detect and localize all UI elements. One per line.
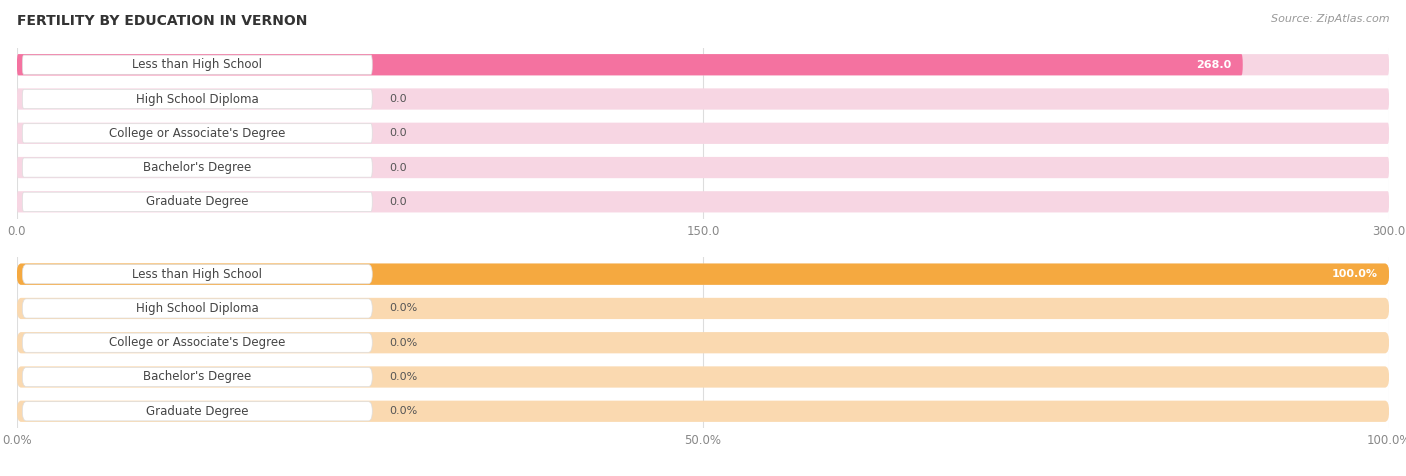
Text: 0.0%: 0.0% — [388, 406, 418, 416]
FancyBboxPatch shape — [22, 367, 373, 387]
FancyBboxPatch shape — [22, 333, 373, 352]
Text: 0.0: 0.0 — [388, 128, 406, 139]
Text: College or Associate's Degree: College or Associate's Degree — [110, 336, 285, 349]
Text: 0.0%: 0.0% — [388, 337, 418, 348]
FancyBboxPatch shape — [17, 123, 1389, 144]
Text: 0.0: 0.0 — [388, 197, 406, 207]
FancyBboxPatch shape — [22, 192, 373, 211]
FancyBboxPatch shape — [17, 298, 1389, 319]
Text: Less than High School: Less than High School — [132, 268, 263, 281]
Text: 100.0%: 100.0% — [1331, 269, 1378, 279]
FancyBboxPatch shape — [22, 55, 373, 74]
FancyBboxPatch shape — [17, 89, 1389, 109]
Text: Bachelor's Degree: Bachelor's Degree — [143, 161, 252, 174]
Text: Source: ZipAtlas.com: Source: ZipAtlas.com — [1271, 14, 1389, 24]
FancyBboxPatch shape — [17, 157, 1389, 178]
FancyBboxPatch shape — [17, 264, 1389, 285]
FancyBboxPatch shape — [22, 299, 373, 318]
FancyBboxPatch shape — [17, 191, 1389, 212]
Text: 0.0%: 0.0% — [388, 303, 418, 314]
Text: Graduate Degree: Graduate Degree — [146, 405, 249, 418]
FancyBboxPatch shape — [22, 89, 373, 109]
FancyBboxPatch shape — [17, 367, 1389, 387]
FancyBboxPatch shape — [22, 402, 373, 421]
Text: 0.0: 0.0 — [388, 162, 406, 173]
Text: Less than High School: Less than High School — [132, 58, 263, 71]
Text: 0.0: 0.0 — [388, 94, 406, 104]
Text: High School Diploma: High School Diploma — [136, 92, 259, 106]
FancyBboxPatch shape — [22, 124, 373, 143]
FancyBboxPatch shape — [17, 54, 1243, 75]
Text: College or Associate's Degree: College or Associate's Degree — [110, 127, 285, 140]
FancyBboxPatch shape — [17, 264, 1389, 285]
Text: FERTILITY BY EDUCATION IN VERNON: FERTILITY BY EDUCATION IN VERNON — [17, 14, 308, 28]
Text: Bachelor's Degree: Bachelor's Degree — [143, 370, 252, 384]
Text: 268.0: 268.0 — [1197, 60, 1232, 70]
Text: Graduate Degree: Graduate Degree — [146, 195, 249, 208]
FancyBboxPatch shape — [22, 158, 373, 177]
FancyBboxPatch shape — [17, 332, 1389, 353]
Text: 0.0%: 0.0% — [388, 372, 418, 382]
FancyBboxPatch shape — [17, 54, 1389, 75]
FancyBboxPatch shape — [17, 401, 1389, 422]
FancyBboxPatch shape — [22, 265, 373, 284]
Text: High School Diploma: High School Diploma — [136, 302, 259, 315]
